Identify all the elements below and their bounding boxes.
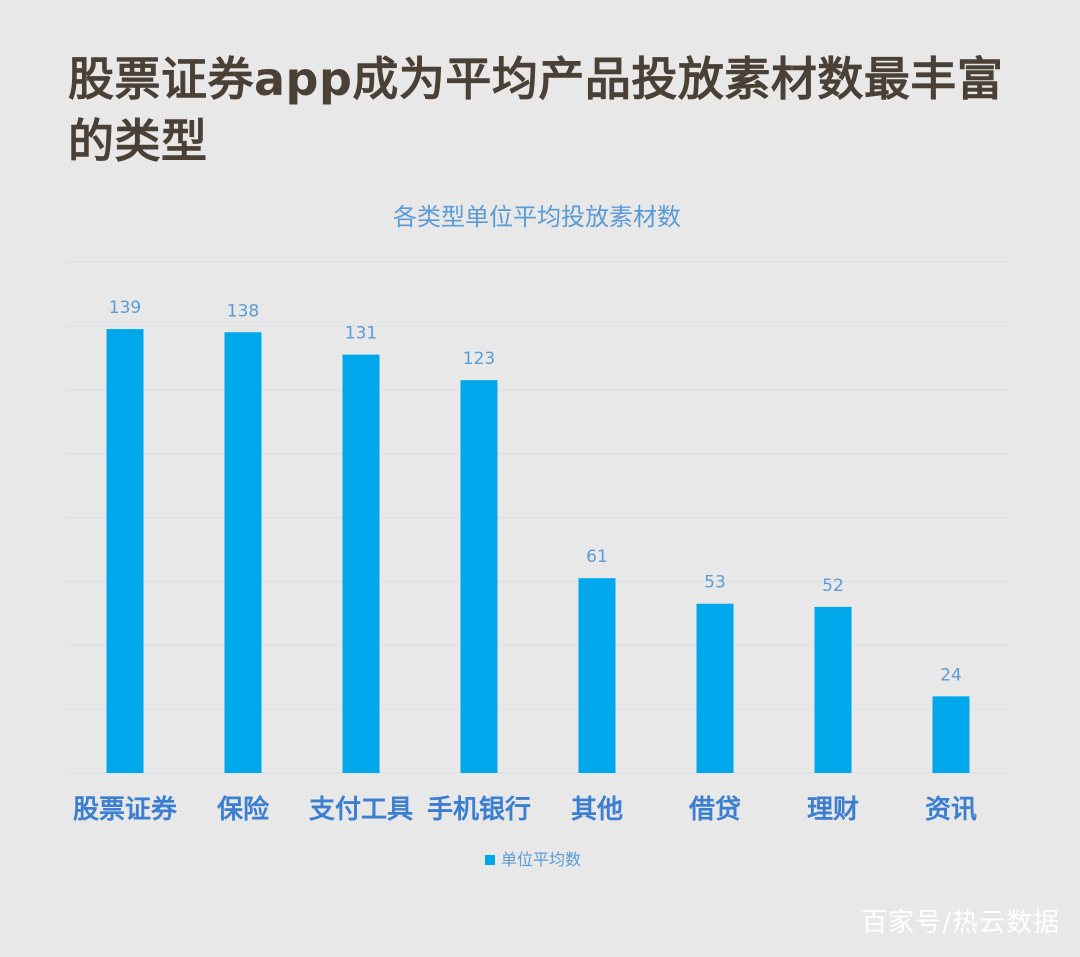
bar-3 — [460, 380, 498, 773]
bar-4 — [578, 578, 616, 773]
category-labels: 股票证券 保险 支付工具 手机银行 其他 借贷 理财 资讯 — [73, 794, 977, 825]
bar-2 — [342, 354, 380, 773]
data-label-2: 131 — [345, 324, 377, 344]
bar-5 — [696, 603, 734, 773]
category-label-2: 支付工具 — [309, 795, 413, 825]
data-label-4: 61 — [586, 547, 608, 567]
chart-title: 各类型单位平均投放素材数 — [393, 203, 681, 231]
bar-6 — [814, 606, 852, 773]
headline: 股票证券app成为平均产品投放素材数最丰富的类型 — [68, 52, 1004, 168]
legend: 单位平均数 — [485, 850, 581, 869]
category-label-6: 理财 — [807, 795, 859, 825]
data-label-0: 139 — [109, 298, 141, 318]
data-labels: 139 138 131 123 61 53 52 24 — [109, 298, 962, 685]
category-label-7: 资讯 — [925, 795, 977, 825]
chart-canvas: 各类型单位平均投放素材数 139 138 131 123 61 53 52 24 股票证券 保险… — [65, 203, 1010, 869]
data-label-3: 123 — [463, 349, 495, 369]
data-label-5: 53 — [704, 573, 726, 593]
category-label-4: 其他 — [571, 795, 623, 825]
data-label-1: 138 — [227, 301, 259, 321]
bar-0 — [106, 329, 144, 773]
category-label-0: 股票证券 — [73, 795, 178, 825]
category-label-5: 借贷 — [688, 794, 741, 825]
bar-chart: 各类型单位平均投放素材数 139 138 131 123 61 53 52 24 股票证券 保险… — [0, 180, 1080, 900]
data-label-7: 24 — [940, 665, 962, 685]
category-label-3: 手机银行 — [427, 794, 531, 825]
bar-1 — [224, 332, 262, 773]
legend-swatch — [485, 855, 495, 865]
category-label-1: 保险 — [216, 794, 270, 825]
watermark: 百家号/热云数据 — [861, 908, 1060, 938]
legend-label: 单位平均数 — [501, 850, 581, 869]
data-label-6: 52 — [822, 576, 844, 596]
bar-7 — [932, 696, 970, 773]
bars — [106, 329, 970, 773]
gridlines — [65, 261, 1010, 774]
